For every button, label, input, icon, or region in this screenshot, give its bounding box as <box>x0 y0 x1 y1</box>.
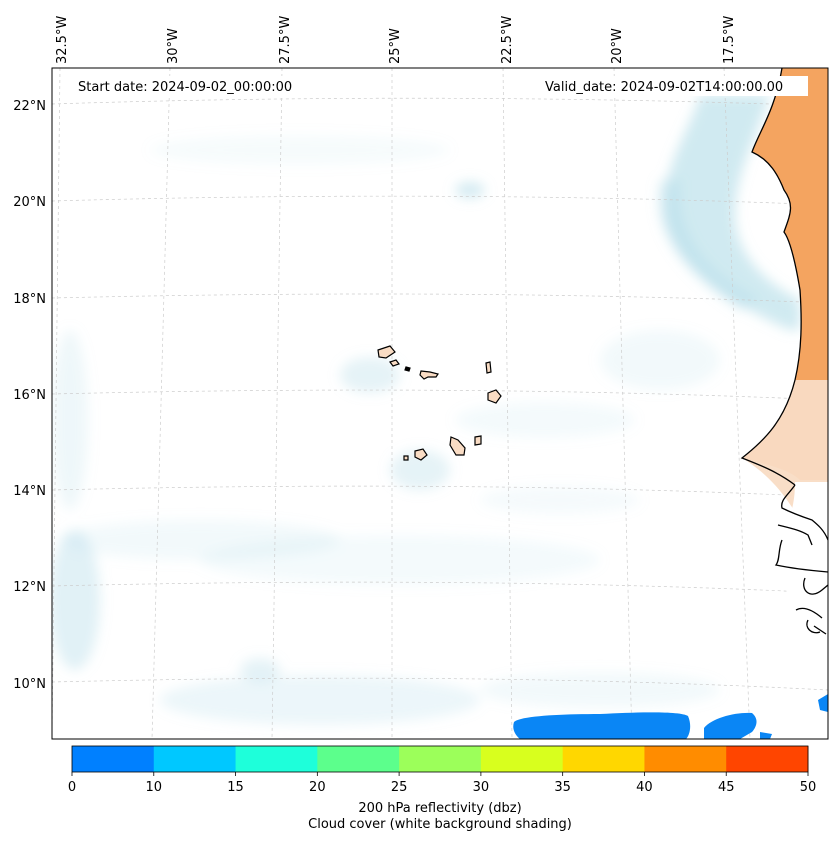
colorbar-label-reflectivity: 200 hPa reflectivity (dbz) <box>358 801 522 816</box>
colorbar-segment <box>399 746 482 772</box>
graticule <box>52 68 828 739</box>
valid-date-text: Valid_date: 2024-09-02T14:00:00.00 <box>545 80 783 95</box>
lon-label-25w: 25°W <box>388 28 403 64</box>
lat-label-20n: 20°N <box>13 195 46 210</box>
colorbar-label-cloud-cover: Cloud cover (white background shading) <box>308 817 572 832</box>
colorbar-tick-label: 10 <box>146 780 163 795</box>
lon-label-22-5w: 22.5°W <box>500 16 515 64</box>
cloud-cover-shading <box>52 95 800 725</box>
lat-label-14n: 14°N <box>13 484 46 499</box>
lat-label-18n: 18°N <box>13 292 46 307</box>
colorbar-segments <box>72 746 809 772</box>
lon-label-20w: 20°W <box>610 28 625 64</box>
lat-label-10n: 10°N <box>13 677 46 692</box>
reflectivity-areas <box>513 694 828 739</box>
colorbar-tick-label: 0 <box>68 780 76 795</box>
colorbar-ticks: 0 10 15 20 25 30 35 40 45 50 <box>68 772 816 795</box>
colorbar-tick-label: 45 <box>718 780 735 795</box>
colorbar-segment <box>153 746 237 772</box>
colorbar-border <box>71 745 809 773</box>
lat-label-12n: 12°N <box>13 580 46 595</box>
lon-label-30w: 30°W <box>166 28 181 64</box>
lat-label-16n: 16°N <box>13 388 46 403</box>
start-date-text: Start date: 2024-09-02_00:00:00 <box>78 80 292 95</box>
colorbar-tick-label: 30 <box>473 780 490 795</box>
valid-date-box <box>540 76 808 96</box>
colorbar: 0 10 15 20 25 30 35 40 45 50 <box>68 745 816 795</box>
lon-label-32-5w: 32.5°W <box>55 16 70 64</box>
colorbar-segment <box>72 746 155 772</box>
map-border <box>51 67 829 740</box>
cape-verde-islands <box>377 345 502 461</box>
colorbar-segment <box>480 746 564 772</box>
colorbar-segment <box>317 746 400 772</box>
coastline <box>740 68 828 635</box>
colorbar-segment <box>235 746 318 772</box>
colorbar-segment <box>726 746 809 772</box>
colorbar-tick-label: 15 <box>227 780 244 795</box>
colorbar-tick-label: 50 <box>800 780 817 795</box>
colorbar-tick-label: 35 <box>554 780 571 795</box>
colorbar-segment <box>562 746 645 772</box>
colorbar-tick-label: 20 <box>309 780 326 795</box>
lon-label-27-5w: 27.5°W <box>278 16 293 64</box>
start-date-box <box>72 76 314 96</box>
colorbar-tick-label: 25 <box>391 780 408 795</box>
lon-label-17-5w: 17.5°W <box>722 16 737 64</box>
colorbar-segment <box>644 746 727 772</box>
colorbar-tick-label: 40 <box>636 780 653 795</box>
lat-label-22n: 22°N <box>13 99 46 114</box>
